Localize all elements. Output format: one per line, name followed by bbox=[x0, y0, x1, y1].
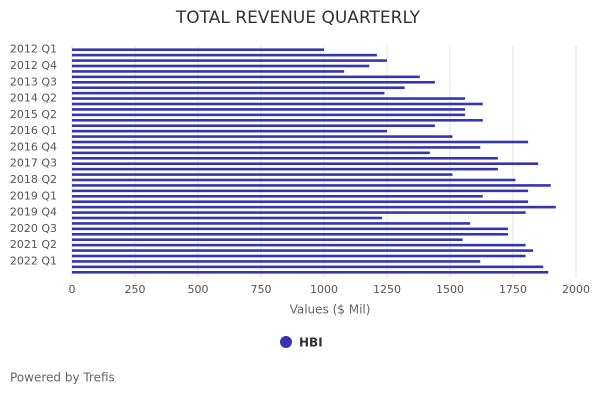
legend-marker bbox=[280, 336, 292, 348]
bar bbox=[72, 97, 466, 100]
y-tick-label: 2019 Q1 bbox=[10, 189, 57, 202]
bar bbox=[72, 200, 529, 204]
x-tick-label: 500 bbox=[188, 283, 209, 296]
bar bbox=[72, 156, 498, 160]
bar bbox=[72, 173, 453, 176]
y-tick-label: 2018 Q2 bbox=[10, 173, 57, 186]
bar bbox=[72, 70, 345, 73]
x-axis-label: Values ($ Mil) bbox=[290, 303, 371, 317]
x-tick-label: 1500 bbox=[436, 283, 464, 296]
bar bbox=[72, 75, 420, 79]
x-tick-label: 1750 bbox=[499, 283, 527, 296]
bar bbox=[72, 135, 453, 138]
bar bbox=[72, 48, 324, 52]
bar bbox=[72, 151, 430, 155]
bar bbox=[72, 86, 405, 90]
bar bbox=[72, 243, 526, 247]
y-tick-label: 2022 Q1 bbox=[10, 254, 57, 267]
bar bbox=[72, 102, 483, 106]
x-tick-label: 750 bbox=[251, 283, 272, 296]
y-tick-label: 2012 Q1 bbox=[10, 43, 57, 56]
bar bbox=[72, 227, 508, 231]
bar bbox=[72, 260, 481, 263]
bar bbox=[72, 162, 539, 166]
y-tick-label: 2021 Q2 bbox=[10, 238, 57, 251]
bar bbox=[72, 222, 471, 225]
y-tick-label: 2014 Q2 bbox=[10, 92, 57, 105]
y-tick-label: 2019 Q4 bbox=[10, 206, 57, 219]
bar bbox=[72, 59, 387, 62]
bar bbox=[72, 167, 498, 171]
bar bbox=[72, 216, 382, 220]
y-tick-label: 2017 Q3 bbox=[10, 157, 57, 170]
x-tick-label: 1250 bbox=[373, 283, 401, 296]
x-tick-label: 1000 bbox=[310, 283, 338, 296]
bar bbox=[72, 238, 463, 242]
bar bbox=[72, 194, 483, 198]
bar bbox=[72, 265, 544, 269]
bar bbox=[72, 53, 377, 57]
bar bbox=[72, 129, 387, 133]
bar bbox=[72, 113, 466, 117]
legend-label: HBI bbox=[299, 336, 323, 350]
x-tick-label: 0 bbox=[69, 283, 76, 296]
bar bbox=[72, 140, 529, 144]
bar bbox=[72, 146, 481, 149]
bar bbox=[72, 270, 549, 274]
bar bbox=[72, 232, 508, 236]
bar bbox=[72, 178, 516, 182]
chart-title: TOTAL REVENUE QUARTERLY bbox=[175, 8, 421, 28]
bar bbox=[72, 124, 435, 128]
bar bbox=[72, 205, 556, 209]
bar bbox=[72, 91, 385, 95]
y-tick-label: 2020 Q3 bbox=[10, 222, 57, 235]
bar bbox=[72, 211, 526, 214]
bar bbox=[72, 80, 435, 84]
bar bbox=[72, 189, 529, 193]
y-tick-label: 2015 Q2 bbox=[10, 108, 57, 121]
bar bbox=[72, 249, 534, 252]
x-tick-label: 250 bbox=[125, 283, 146, 296]
bar bbox=[72, 108, 466, 111]
y-tick-label: 2012 Q4 bbox=[10, 59, 57, 72]
bar bbox=[72, 184, 551, 187]
footer: Powered by Trefis bbox=[10, 371, 115, 385]
y-tick-label: 2016 Q4 bbox=[10, 140, 57, 153]
x-tick-label: 2000 bbox=[562, 283, 590, 296]
bar bbox=[72, 254, 526, 258]
y-tick-label: 2013 Q3 bbox=[10, 75, 57, 88]
bar bbox=[72, 64, 370, 68]
bar bbox=[72, 118, 483, 122]
y-tick-label: 2016 Q1 bbox=[10, 124, 57, 137]
